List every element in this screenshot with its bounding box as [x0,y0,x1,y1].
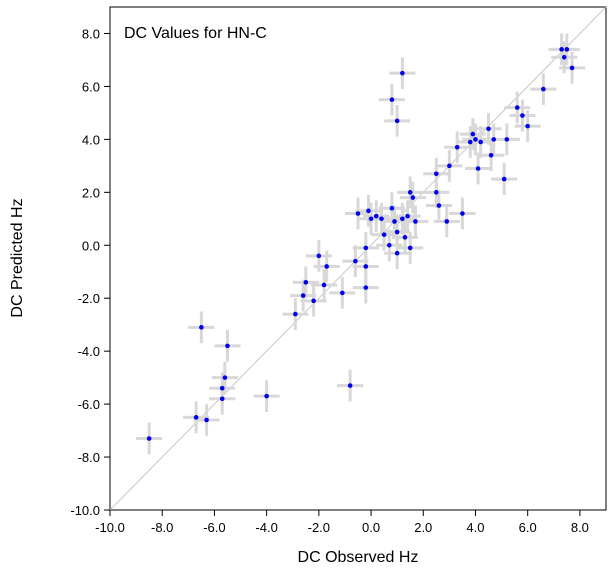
y-tick-label: -4.0 [78,344,100,359]
x-tick-label: 6.0 [519,520,537,535]
data-point [219,396,225,402]
data-point [470,131,476,137]
data-point [394,118,400,124]
data-point [373,213,379,219]
x-tick-label: -2.0 [308,520,330,535]
data-point [264,393,269,399]
x-tick-label: 4.0 [466,520,484,535]
data-point [146,436,152,441]
data-point [405,213,410,219]
data-point [491,137,497,142]
y-tick-label: 8.0 [82,26,100,41]
data-point [300,293,306,298]
data-point [541,86,546,92]
data-point [199,325,204,330]
data-point [561,55,567,60]
data-point [394,250,400,256]
data-point [514,105,520,110]
data-point [387,242,392,248]
data-point [504,137,510,142]
y-tick-label: 4.0 [82,132,100,147]
data-point [340,290,345,296]
data-point [389,97,395,102]
x-tick-label: -6.0 [203,520,225,535]
data-point [454,145,460,150]
y-tick-label: 2.0 [82,185,100,200]
data-point [324,264,329,269]
y-tick-label: -2.0 [78,291,100,306]
data-point [434,171,439,177]
identity-reference-line [109,6,607,511]
data-point [467,139,473,145]
data-point [525,123,530,129]
data-point [400,216,405,222]
data-point [520,113,525,118]
data-point [436,203,442,208]
data-point [569,65,575,71]
data-point [444,219,450,224]
data-point [355,211,361,216]
x-tick-label: -10.0 [95,520,125,535]
data-point [410,195,416,200]
x-tick-label: -8.0 [151,520,173,535]
x-axis-label: DC Observed Hz [298,549,419,566]
data-point [407,190,413,195]
chart-title: DC Values for HN-C [124,25,267,42]
y-tick-label: 0.0 [82,238,100,253]
y-tick-label: 6.0 [82,79,100,94]
data-point [434,190,439,195]
data-point [559,47,564,52]
data-point [389,205,395,211]
data-point [392,219,397,224]
data-point [225,343,230,349]
data-point [222,375,228,380]
data-points-layer [146,47,575,441]
y-axis-label: DC Predicted Hz [9,198,26,317]
data-point [193,415,199,420]
data-point [303,280,309,285]
data-point [363,245,369,251]
x-tick-label: 8.0 [571,520,589,535]
data-point [316,253,322,259]
data-point [379,216,384,222]
data-point [204,417,209,423]
x-tick-label: -4.0 [255,520,277,535]
data-point [347,383,353,388]
data-point [368,216,374,222]
x-tick-label: 2.0 [414,520,432,535]
data-point [321,282,327,288]
y-tick-label: -8.0 [78,450,100,465]
data-point [353,258,358,264]
data-point [311,298,316,304]
data-point [402,235,408,240]
data-point [501,176,507,182]
y-axis-ticks: -10.0 -8.0 -6.0 -4.0 -2.0 0.0 2.0 4.0 6.0 8.0 [70,26,110,518]
data-point [293,311,298,317]
y-tick-label: -6.0 [78,397,100,412]
data-point [363,264,369,269]
x-axis-ticks: -10.0 -8.0 -6.0 -4.0 -2.0 0.0 2.0 4.0 6.0 8.0 [95,510,589,535]
data-point [366,208,371,214]
data-point [400,70,405,76]
data-point [363,285,369,290]
data-point [381,232,387,237]
data-point [394,229,400,235]
x-tick-label: 0.0 [362,520,380,535]
data-point [488,152,494,158]
data-point [486,126,491,132]
data-point [413,219,418,224]
data-point [475,166,481,171]
data-point [460,211,465,216]
data-point [564,47,570,52]
data-point [407,245,413,251]
data-point [447,163,452,169]
data-point [478,139,483,145]
data-point [219,385,225,391]
y-tick-label: -10.0 [70,503,100,518]
data-point [473,137,478,142]
